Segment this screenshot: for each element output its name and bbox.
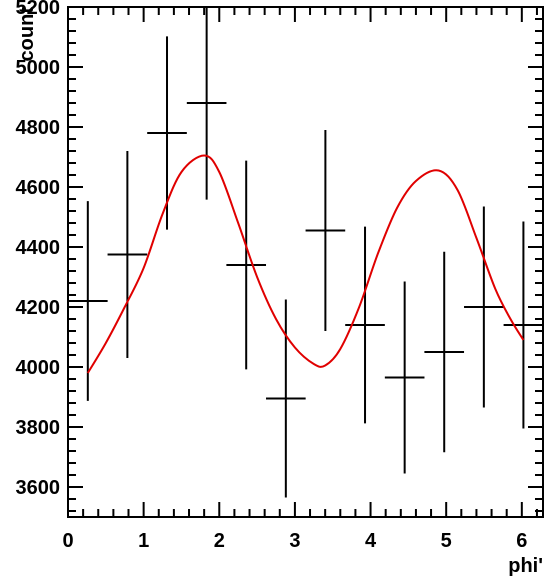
fit-curves [86,154,525,374]
y-tick-label: 5000 [16,57,61,79]
data-point [147,36,187,230]
x-tick-label: 4 [365,530,377,552]
y-tick-label: 4800 [16,117,61,139]
y-tick-label: 3600 [16,477,61,499]
y-tick-label: 4000 [16,357,61,379]
data-point [464,206,504,408]
data-point [384,281,425,474]
x-tick-label: 2 [214,530,225,552]
data-point [503,221,544,429]
x-axis-title: phi' [508,555,543,577]
x-tick-label: 0 [62,530,73,552]
axis-ticks [67,6,543,517]
x-tick-label: 3 [289,530,300,552]
x-tick-label: 5 [441,530,452,552]
y-tick-label: 3800 [16,417,61,439]
plot-frame [67,6,544,518]
axis-tick-labels: 0 1 2 3 4 5 6 3600 3800 4000 4200 4400 4600 4800 5000 5… [16,0,528,552]
data-point [68,201,108,401]
y-axis-title: count [16,7,38,62]
y-tick-label: 5200 [16,0,61,19]
x-tick-label: 1 [138,530,149,552]
data-point [226,160,267,370]
data-point [305,130,346,331]
y-tick-label: 4600 [16,177,61,199]
y-tick-label: 4400 [16,237,61,259]
fit-curve-line [86,154,525,374]
x-tick-label: 6 [516,530,527,552]
y-tick-label: 4200 [16,297,61,319]
data-point [266,299,306,498]
data-points [68,6,544,498]
data-point [424,251,465,453]
data-point [186,6,227,200]
data-point [107,151,148,358]
